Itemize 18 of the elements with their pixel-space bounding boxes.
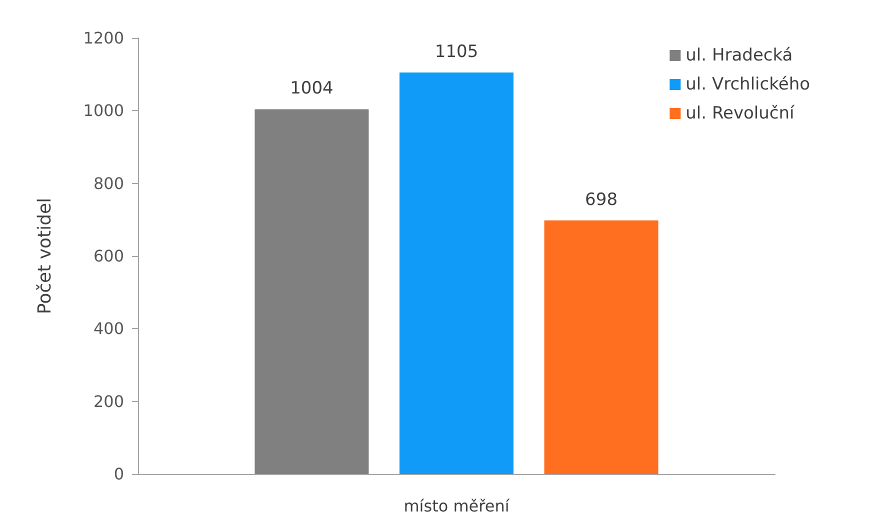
y-tick-label: 1200 [83,28,124,48]
legend-label: ul. Hradecká [686,46,793,66]
bar [544,220,658,474]
y-axis-title: Počet votidel [34,198,56,314]
y-tick-label: 200 [93,392,124,411]
data-label: 1105 [434,42,478,62]
x-axis-title: místo měření [404,496,510,516]
legend-label: ul. Vrchlického [686,74,810,94]
y-tick-label: 0 [114,464,124,484]
y-tick-label: 400 [93,319,124,338]
y-tick-label: 600 [93,246,124,266]
bar [254,109,369,474]
data-label: 698 [585,190,618,210]
legend-label: ul. Revoluční [686,104,796,124]
data-label: 1004 [290,78,334,99]
y-tick-label: 800 [93,174,124,193]
bar [400,72,514,474]
y-tick-label: 1000 [83,101,124,120]
